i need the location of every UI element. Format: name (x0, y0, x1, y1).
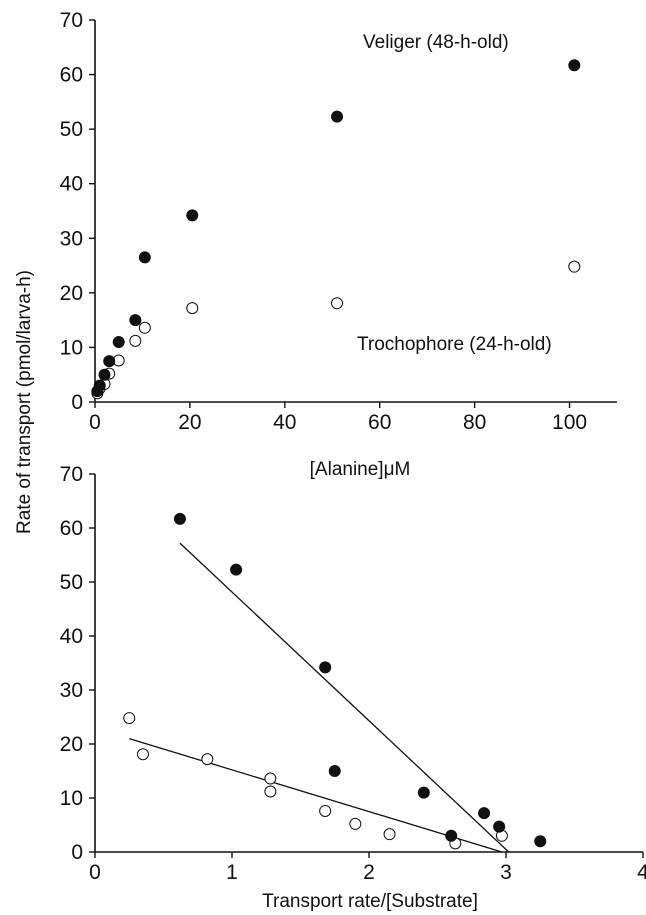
bottom-point-veliger (173, 512, 186, 525)
bottom-x-axis-title: Transport rate/[Substrate] (262, 891, 478, 912)
bottom-point-veliger (328, 765, 341, 777)
top-x-axis-title: [Alanine]μM (310, 459, 411, 480)
top-y-tick-label: 0 (71, 391, 83, 414)
bottom-chart-axes (94, 474, 643, 853)
bottom-y-tick-label: 60 (60, 517, 83, 540)
top-y-tick-label: 40 (60, 173, 83, 196)
top-x-tick-label: 80 (463, 411, 486, 434)
bottom-x-tick-label: 3 (500, 861, 512, 884)
top-x-tick-label: 40 (273, 411, 296, 434)
top-point-trochophore (138, 321, 151, 334)
top-y-tick-label: 30 (60, 227, 83, 250)
bottom-x-tick-label: 1 (226, 861, 238, 884)
top-point-trochophore (568, 260, 581, 273)
bottom-y-tick-label: 20 (60, 733, 83, 756)
top-y-tick-label: 50 (60, 118, 83, 141)
top-y-tick-label: 10 (60, 336, 83, 359)
top-point-veliger (186, 209, 199, 222)
bottom-point-veliger (319, 661, 332, 674)
top-point-veliger (93, 379, 106, 392)
top-point-veliger (129, 314, 142, 327)
bottom-chart-ticks: 0 10 20 30 40 50 60 70 0 1 2 3 4 (60, 463, 646, 884)
bottom-y-tick-label: 70 (60, 463, 83, 486)
top-x-tick-label: 100 (552, 411, 587, 434)
top-y-tick-label: 20 (60, 282, 83, 305)
top-point-trochophore (186, 302, 199, 315)
bottom-point-veliger (493, 820, 506, 833)
bottom-point-trochophore (349, 817, 362, 830)
top-point-trochophore (129, 334, 142, 347)
bottom-x-tick-label: 0 (89, 861, 101, 884)
top-x-tick-label: 0 (89, 411, 101, 434)
top-x-tick-label: 60 (368, 411, 391, 434)
bottom-y-tick-label: 10 (60, 787, 83, 810)
top-chart-axes (94, 20, 617, 403)
bottom-y-tick-label: 30 (60, 679, 83, 702)
bottom-y-tick-label: 40 (60, 625, 83, 648)
bottom-point-veliger (478, 807, 491, 820)
bottom-chart-panel: 0 10 20 30 40 50 60 70 0 1 2 3 4 Transport rate/[Sub… (60, 463, 646, 912)
bottom-y-tick-label: 50 (60, 571, 83, 594)
bottom-point-veliger (417, 786, 430, 799)
bottom-point-trochophore (123, 712, 136, 725)
top-point-veliger (138, 251, 151, 264)
top-point-veliger (568, 59, 581, 72)
bottom-x-tick-label: 2 (363, 861, 375, 884)
top-point-veliger (112, 335, 125, 348)
top-chart-ticks: 0 10 20 30 40 50 60 70 0 20 40 60 80 100 (60, 9, 587, 434)
bottom-point-trochophore (383, 828, 396, 841)
top-chart-points (91, 59, 581, 400)
bottom-chart-points (123, 512, 547, 850)
top-point-trochophore (331, 297, 344, 310)
bottom-x-tick-label: 4 (637, 861, 646, 884)
top-y-tick-label: 60 (60, 64, 83, 87)
bottom-y-tick-label: 0 (71, 841, 83, 864)
top-point-veliger (331, 110, 344, 123)
bottom-fit-line-trochophore (129, 737, 503, 853)
bottom-point-veliger (445, 829, 458, 842)
top-series-label-trochophore: Trochophore (24-h-old) (357, 334, 552, 355)
bottom-point-veliger (230, 563, 243, 576)
bottom-point-trochophore (319, 804, 332, 817)
bottom-point-trochophore (264, 772, 277, 785)
top-point-veliger (98, 368, 111, 381)
bottom-point-trochophore (201, 753, 214, 766)
top-series-label-veliger: Veliger (48-h-old) (363, 32, 509, 53)
bottom-point-trochophore (264, 785, 277, 798)
top-point-veliger (103, 355, 116, 368)
shared-y-axis-title: Rate of transport (pmol/larva-h) (14, 270, 35, 534)
bottom-chart-fit-lines (129, 542, 510, 853)
bottom-point-trochophore (136, 748, 149, 761)
top-x-tick-label: 20 (178, 411, 201, 434)
top-y-tick-label: 70 (60, 9, 83, 32)
bottom-fit-line-veliger (179, 542, 510, 853)
top-chart-panel: 0 10 20 30 40 50 60 70 0 20 40 60 80 100 Veliger (48-… (60, 9, 617, 480)
bottom-point-veliger (534, 835, 547, 848)
